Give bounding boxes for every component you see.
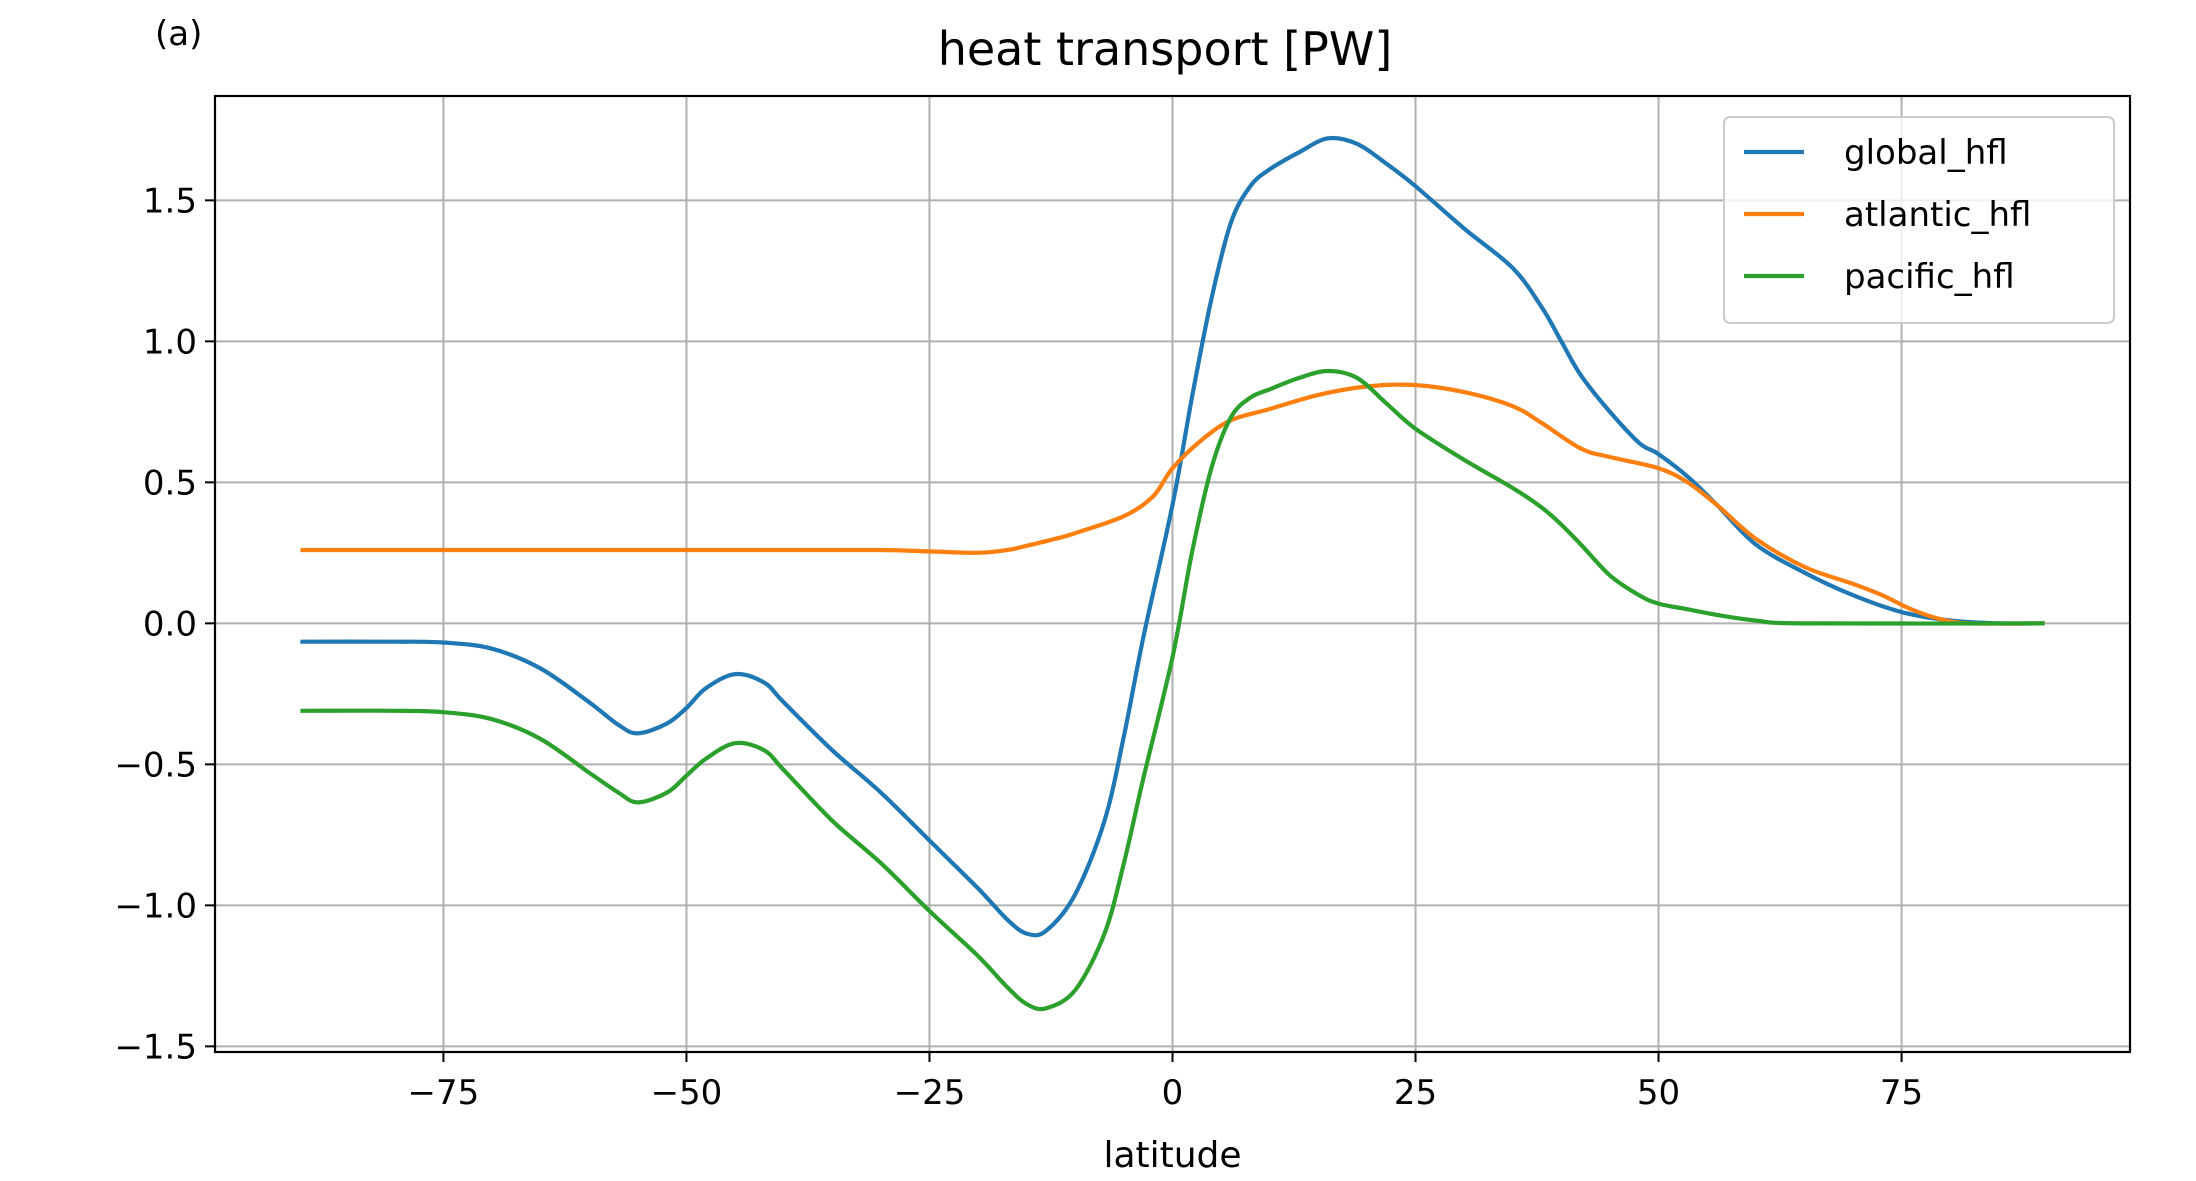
x-tick-label: 50 <box>1637 1073 1680 1113</box>
x-tick-label: 25 <box>1394 1073 1437 1113</box>
x-tick-label: −50 <box>651 1073 723 1113</box>
x-tick-label: −25 <box>894 1073 966 1113</box>
y-tick-label: −0.5 <box>114 745 197 785</box>
y-tick-label: 0.5 <box>143 463 197 503</box>
y-tick-label: −1.5 <box>114 1027 197 1067</box>
panel-label: (a) <box>155 14 203 54</box>
series-line-pacific_hfl <box>300 368 2045 1012</box>
y-tick-label: 1.5 <box>143 181 197 221</box>
series-line-global_hfl <box>300 135 2045 938</box>
x-tick-label: −75 <box>408 1073 480 1113</box>
x-tick-label: 75 <box>1880 1073 1923 1113</box>
chart-title: heat transport [PW] <box>937 22 1393 76</box>
legend-label: global_hfl <box>1844 133 2008 173</box>
x-tick-label: 0 <box>1162 1073 1184 1113</box>
y-tick-label: 0.0 <box>143 604 197 644</box>
x-axis-label: latitude <box>1103 1135 1241 1176</box>
legend-box <box>1723 116 2115 324</box>
legend-label: atlantic_hfl <box>1844 195 2031 235</box>
legend-label: pacific_hfl <box>1844 257 2015 297</box>
y-tick-label: −1.0 <box>114 886 197 926</box>
grid-lines <box>215 96 2130 1052</box>
legend: global_hfl atlantic_hfl pacific_hfl <box>1723 116 2115 324</box>
y-tick-label: 1.0 <box>143 322 197 362</box>
series-lines <box>300 135 2045 1012</box>
series-line-atlantic_hfl <box>300 382 2045 626</box>
axis-ticks: −75 −50 −25 0 25 50 75 −1.5 −1.0 −0.5 0.0 0.5 1.0 1.5 <box>114 181 1923 1113</box>
